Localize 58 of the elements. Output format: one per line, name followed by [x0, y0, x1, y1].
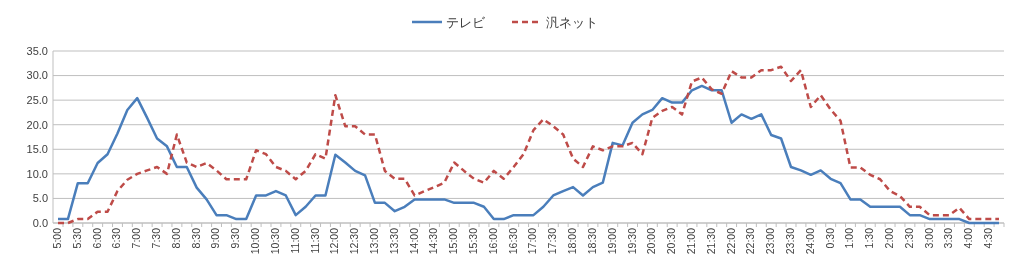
x-tick-label: 8:00 [169, 227, 182, 249]
x-tick-label: 21:30 [704, 227, 717, 255]
x-tick-label: 3:00 [922, 227, 935, 249]
x-tick-label: 18:30 [585, 227, 598, 255]
y-tick-label: 25.0 [26, 93, 48, 106]
x-tick-label: 9:30 [229, 227, 242, 249]
x-tick-label: 23:30 [783, 227, 796, 255]
x-tick-label: 1:00 [843, 227, 856, 249]
x-tick-label: 14:00 [407, 227, 420, 255]
x-tick-label: 13:30 [387, 227, 400, 255]
x-tick-label: 12:30 [348, 227, 361, 255]
legend-label: テレビ [446, 14, 486, 30]
x-tick-label: 14:30 [427, 227, 440, 255]
x-tick-label: 24:00 [803, 227, 816, 255]
x-tick-label: 22:00 [724, 227, 737, 255]
x-tick-label: 8:30 [189, 227, 202, 249]
x-tick-label: 16:30 [506, 227, 519, 255]
x-tick-label: 21:00 [684, 227, 697, 255]
x-tick-label: 15:30 [467, 227, 480, 255]
x-tick-label: 20:30 [665, 227, 678, 255]
x-tick-label: 7:00 [130, 227, 143, 249]
y-tick-label: 5.0 [32, 192, 48, 205]
x-tick-label: 7:30 [150, 227, 163, 249]
x-tick-label: 10:30 [268, 227, 281, 255]
x-tick-label: 0:30 [823, 227, 836, 249]
x-tick-label: 11:00 [288, 227, 301, 254]
x-tick-label: 9:00 [209, 227, 222, 249]
x-tick-label: 22:30 [744, 227, 757, 255]
x-tick-label: 16:00 [486, 227, 499, 255]
x-tick-label: 15:00 [447, 227, 460, 255]
x-tick-label: 4:30 [982, 227, 995, 249]
x-tick-label: 12:00 [328, 227, 341, 255]
x-tick-label: 17:00 [526, 227, 539, 255]
x-tick-label: 5:30 [70, 227, 83, 249]
x-tick-label: 18:00 [566, 227, 579, 255]
y-tick-label: 30.0 [26, 69, 48, 82]
x-tick-label: 2:30 [902, 227, 915, 249]
x-tick-label: 19:00 [605, 227, 618, 255]
y-tick-label: 0.0 [32, 216, 48, 229]
x-tick-label: 6:00 [90, 227, 103, 249]
x-tick-label: 10:00 [249, 227, 262, 255]
x-tick-label: 5:00 [51, 227, 63, 249]
x-tick-label: 13:00 [367, 227, 380, 255]
x-tick-label: 23:00 [764, 227, 777, 255]
y-tick-label: 15.0 [26, 143, 48, 156]
x-tick-label: 17:30 [546, 227, 559, 255]
x-tick-label: 1:30 [863, 227, 876, 249]
x-tick-label: 11:30 [308, 227, 321, 254]
x-tick-label: 2:00 [883, 227, 896, 249]
x-tick-label: 20:00 [645, 227, 658, 255]
y-tick-label: 20.0 [26, 118, 48, 131]
y-tick-label: 35.0 [26, 44, 48, 57]
legend-label: 汎ネット [546, 14, 598, 30]
x-tick-label: 6:30 [110, 227, 123, 249]
x-tick-label: 3:30 [942, 227, 955, 249]
x-tick-label: 4:00 [962, 227, 975, 249]
y-tick-label: 10.0 [26, 167, 48, 180]
x-tick-label: 19:30 [625, 227, 638, 255]
